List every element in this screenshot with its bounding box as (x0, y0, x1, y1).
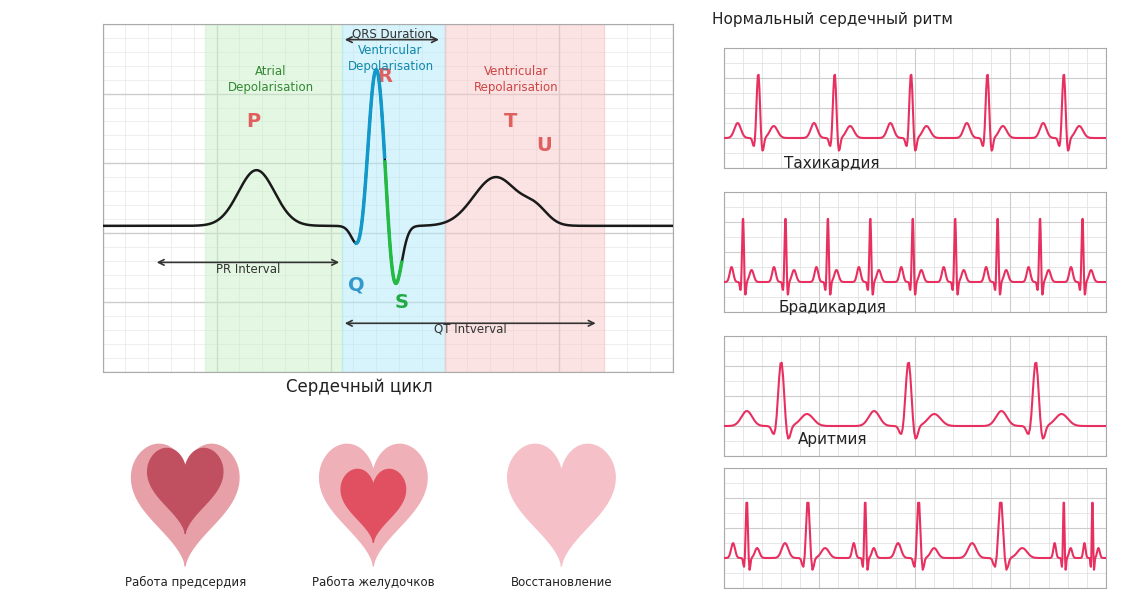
Text: R: R (377, 67, 392, 86)
Bar (205, 24, 342, 372)
Text: QRS Duration: QRS Duration (352, 28, 432, 41)
Text: Работа предсердия: Работа предсердия (124, 576, 246, 589)
Bar (342, 24, 445, 372)
Text: Atrial
Depolarisation: Atrial Depolarisation (228, 65, 314, 94)
Text: Ventricular
Repolarisation: Ventricular Repolarisation (473, 65, 559, 94)
Text: QT Intverval: QT Intverval (434, 322, 506, 335)
Text: U: U (537, 136, 552, 155)
Text: P: P (246, 112, 261, 131)
Text: Q: Q (348, 275, 365, 295)
Text: Брадикардия: Брадикардия (779, 300, 886, 315)
Polygon shape (507, 445, 616, 566)
Text: Восстановление: Восстановление (511, 576, 612, 589)
Polygon shape (341, 469, 406, 542)
Text: T: T (504, 112, 516, 131)
Polygon shape (148, 448, 222, 533)
Polygon shape (319, 445, 428, 566)
Text: Сердечный цикл: Сердечный цикл (286, 378, 432, 396)
Bar (445, 24, 604, 372)
Text: Ventricular
Depolarisation: Ventricular Depolarisation (348, 44, 433, 73)
Polygon shape (131, 445, 239, 566)
Text: Тахикардия: Тахикардия (784, 156, 880, 171)
Text: PR Interval: PR Interval (215, 263, 280, 276)
Text: Аритмия: Аритмия (798, 432, 866, 447)
Text: Нормальный сердечный ритм: Нормальный сердечный ритм (711, 12, 953, 27)
Text: S: S (394, 293, 409, 312)
Text: Работа желудочков: Работа желудочков (312, 576, 434, 589)
